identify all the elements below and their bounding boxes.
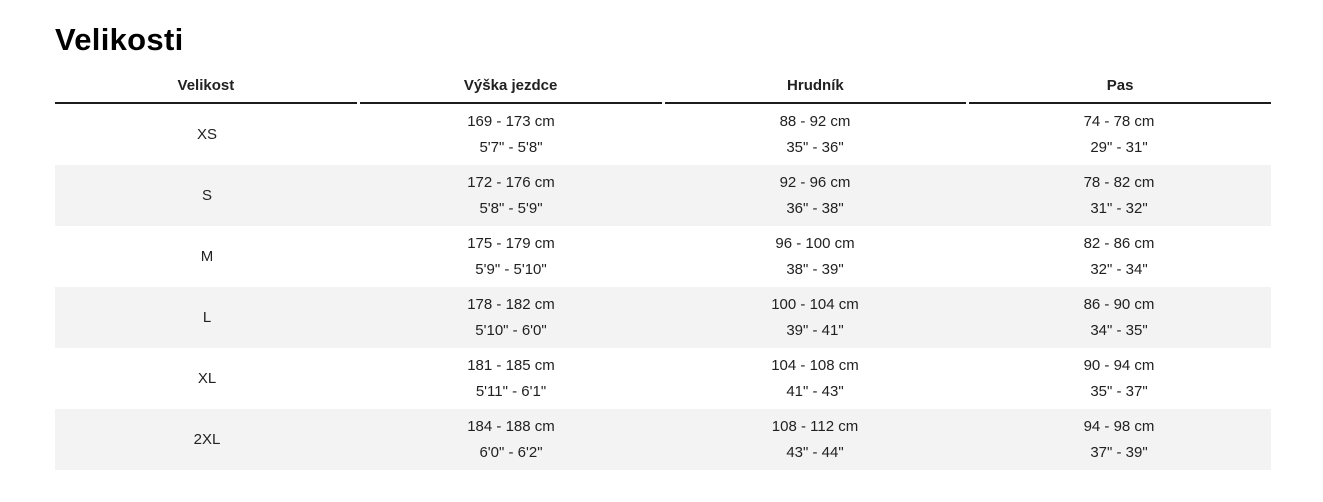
chest-cm: 92 - 96 cm <box>779 173 851 191</box>
waist-in: 29" - 31" <box>1090 138 1148 156</box>
size-label-cell: S <box>55 165 359 226</box>
height-cell: 175 - 179 cm 5'9" - 5'10" <box>359 226 663 287</box>
height-cm: 181 - 185 cm <box>467 356 555 374</box>
chest-in: 38" - 39" <box>786 260 844 278</box>
column-header-height: Výška jezdce <box>359 71 662 104</box>
chest-cell: 104 - 108 cm 41" - 43" <box>663 348 967 409</box>
height-cm: 169 - 173 cm <box>467 112 555 130</box>
height-in: 5'7" - 5'8" <box>479 138 543 156</box>
size-label: L <box>202 308 212 326</box>
height-cell: 169 - 173 cm 5'7" - 5'8" <box>359 104 663 165</box>
waist-cell: 94 - 98 cm 37" - 39" <box>967 409 1271 470</box>
size-label-cell: XL <box>55 348 359 409</box>
column-header-size: Velikost <box>55 71 357 104</box>
waist-cm: 86 - 90 cm <box>1083 295 1155 313</box>
page-title: Velikosti <box>55 22 184 57</box>
height-cm: 175 - 179 cm <box>467 234 555 252</box>
height-cm: 184 - 188 cm <box>467 417 555 435</box>
table-row-xl: XL 181 - 185 cm 5'11" - 6'1" 104 - 108 c… <box>55 348 1271 409</box>
waist-cell: 86 - 90 cm 34" - 35" <box>967 287 1271 348</box>
size-label-cell: 2XL <box>55 409 359 470</box>
waist-cm: 94 - 98 cm <box>1083 417 1155 435</box>
height-cell: 178 - 182 cm 5'10" - 6'0" <box>359 287 663 348</box>
table-row-2xl: 2XL 184 - 188 cm 6'0" - 6'2" 108 - 112 c… <box>55 409 1271 470</box>
size-label: S <box>201 186 212 204</box>
chest-cell: 108 - 112 cm 43" - 44" <box>663 409 967 470</box>
waist-in: 37" - 39" <box>1090 443 1148 461</box>
size-label: 2XL <box>193 430 221 448</box>
table-row-s: S 172 - 176 cm 5'8" - 5'9" 92 - 96 cm 36… <box>55 165 1271 226</box>
chest-in: 41" - 43" <box>786 382 844 400</box>
waist-in: 31" - 32" <box>1090 199 1148 217</box>
table-body: XS 169 - 173 cm 5'7" - 5'8" 88 - 92 cm 3… <box>55 104 1271 470</box>
chest-cm: 88 - 92 cm <box>779 112 851 130</box>
height-cell: 181 - 185 cm 5'11" - 6'1" <box>359 348 663 409</box>
waist-cell: 82 - 86 cm 32" - 34" <box>967 226 1271 287</box>
chest-cell: 100 - 104 cm 39" - 41" <box>663 287 967 348</box>
height-in: 6'0" - 6'2" <box>479 443 543 461</box>
height-in: 5'11" - 6'1" <box>475 382 547 400</box>
chest-cell: 96 - 100 cm 38" - 39" <box>663 226 967 287</box>
chest-in: 39" - 41" <box>786 321 844 339</box>
height-in: 5'8" - 5'9" <box>479 199 543 217</box>
chest-cell: 92 - 96 cm 36" - 38" <box>663 165 967 226</box>
waist-cell: 90 - 94 cm 35" - 37" <box>967 348 1271 409</box>
chest-cm: 108 - 112 cm <box>771 417 859 435</box>
size-chart-table: Velikost Výška jezdce Hrudník Pas XS 169… <box>55 71 1271 470</box>
content-area: Velikosti Velikost Výška jezdce Hrudník … <box>55 22 1271 470</box>
size-label: XL <box>197 369 217 387</box>
height-in: 5'9" - 5'10" <box>475 260 547 278</box>
waist-cm: 90 - 94 cm <box>1083 356 1155 374</box>
table-header-row: Velikost Výška jezdce Hrudník Pas <box>55 71 1271 104</box>
chest-cm: 104 - 108 cm <box>771 356 859 374</box>
waist-cell: 74 - 78 cm 29" - 31" <box>967 104 1271 165</box>
height-cm: 178 - 182 cm <box>467 295 555 313</box>
chest-in: 36" - 38" <box>786 199 844 217</box>
height-in: 5'10" - 6'0" <box>475 321 547 339</box>
waist-cell: 78 - 82 cm 31" - 32" <box>967 165 1271 226</box>
size-label-cell: XS <box>55 104 359 165</box>
height-cell: 172 - 176 cm 5'8" - 5'9" <box>359 165 663 226</box>
chest-in: 43" - 44" <box>786 443 844 461</box>
waist-in: 32" - 34" <box>1090 260 1148 278</box>
size-label-cell: M <box>55 226 359 287</box>
size-label-cell: L <box>55 287 359 348</box>
table-row-m: M 175 - 179 cm 5'9" - 5'10" 96 - 100 cm … <box>55 226 1271 287</box>
chest-cm: 96 - 100 cm <box>775 234 855 252</box>
waist-cm: 78 - 82 cm <box>1083 173 1155 191</box>
waist-in: 34" - 35" <box>1090 321 1148 339</box>
chest-cm: 100 - 104 cm <box>771 295 859 313</box>
column-header-chest: Hrudník <box>664 71 967 104</box>
size-label: M <box>200 247 214 265</box>
table-row-xs: XS 169 - 173 cm 5'7" - 5'8" 88 - 92 cm 3… <box>55 104 1271 165</box>
height-cell: 184 - 188 cm 6'0" - 6'2" <box>359 409 663 470</box>
waist-in: 35" - 37" <box>1090 382 1148 400</box>
size-label: XS <box>196 125 217 143</box>
column-header-waist: Pas <box>969 71 1271 104</box>
chest-cell: 88 - 92 cm 35" - 36" <box>663 104 967 165</box>
height-cm: 172 - 176 cm <box>467 173 555 191</box>
table-row-l: L 178 - 182 cm 5'10" - 6'0" 100 - 104 cm… <box>55 287 1271 348</box>
waist-cm: 82 - 86 cm <box>1083 234 1155 252</box>
chest-in: 35" - 36" <box>786 138 844 156</box>
waist-cm: 74 - 78 cm <box>1083 112 1155 130</box>
